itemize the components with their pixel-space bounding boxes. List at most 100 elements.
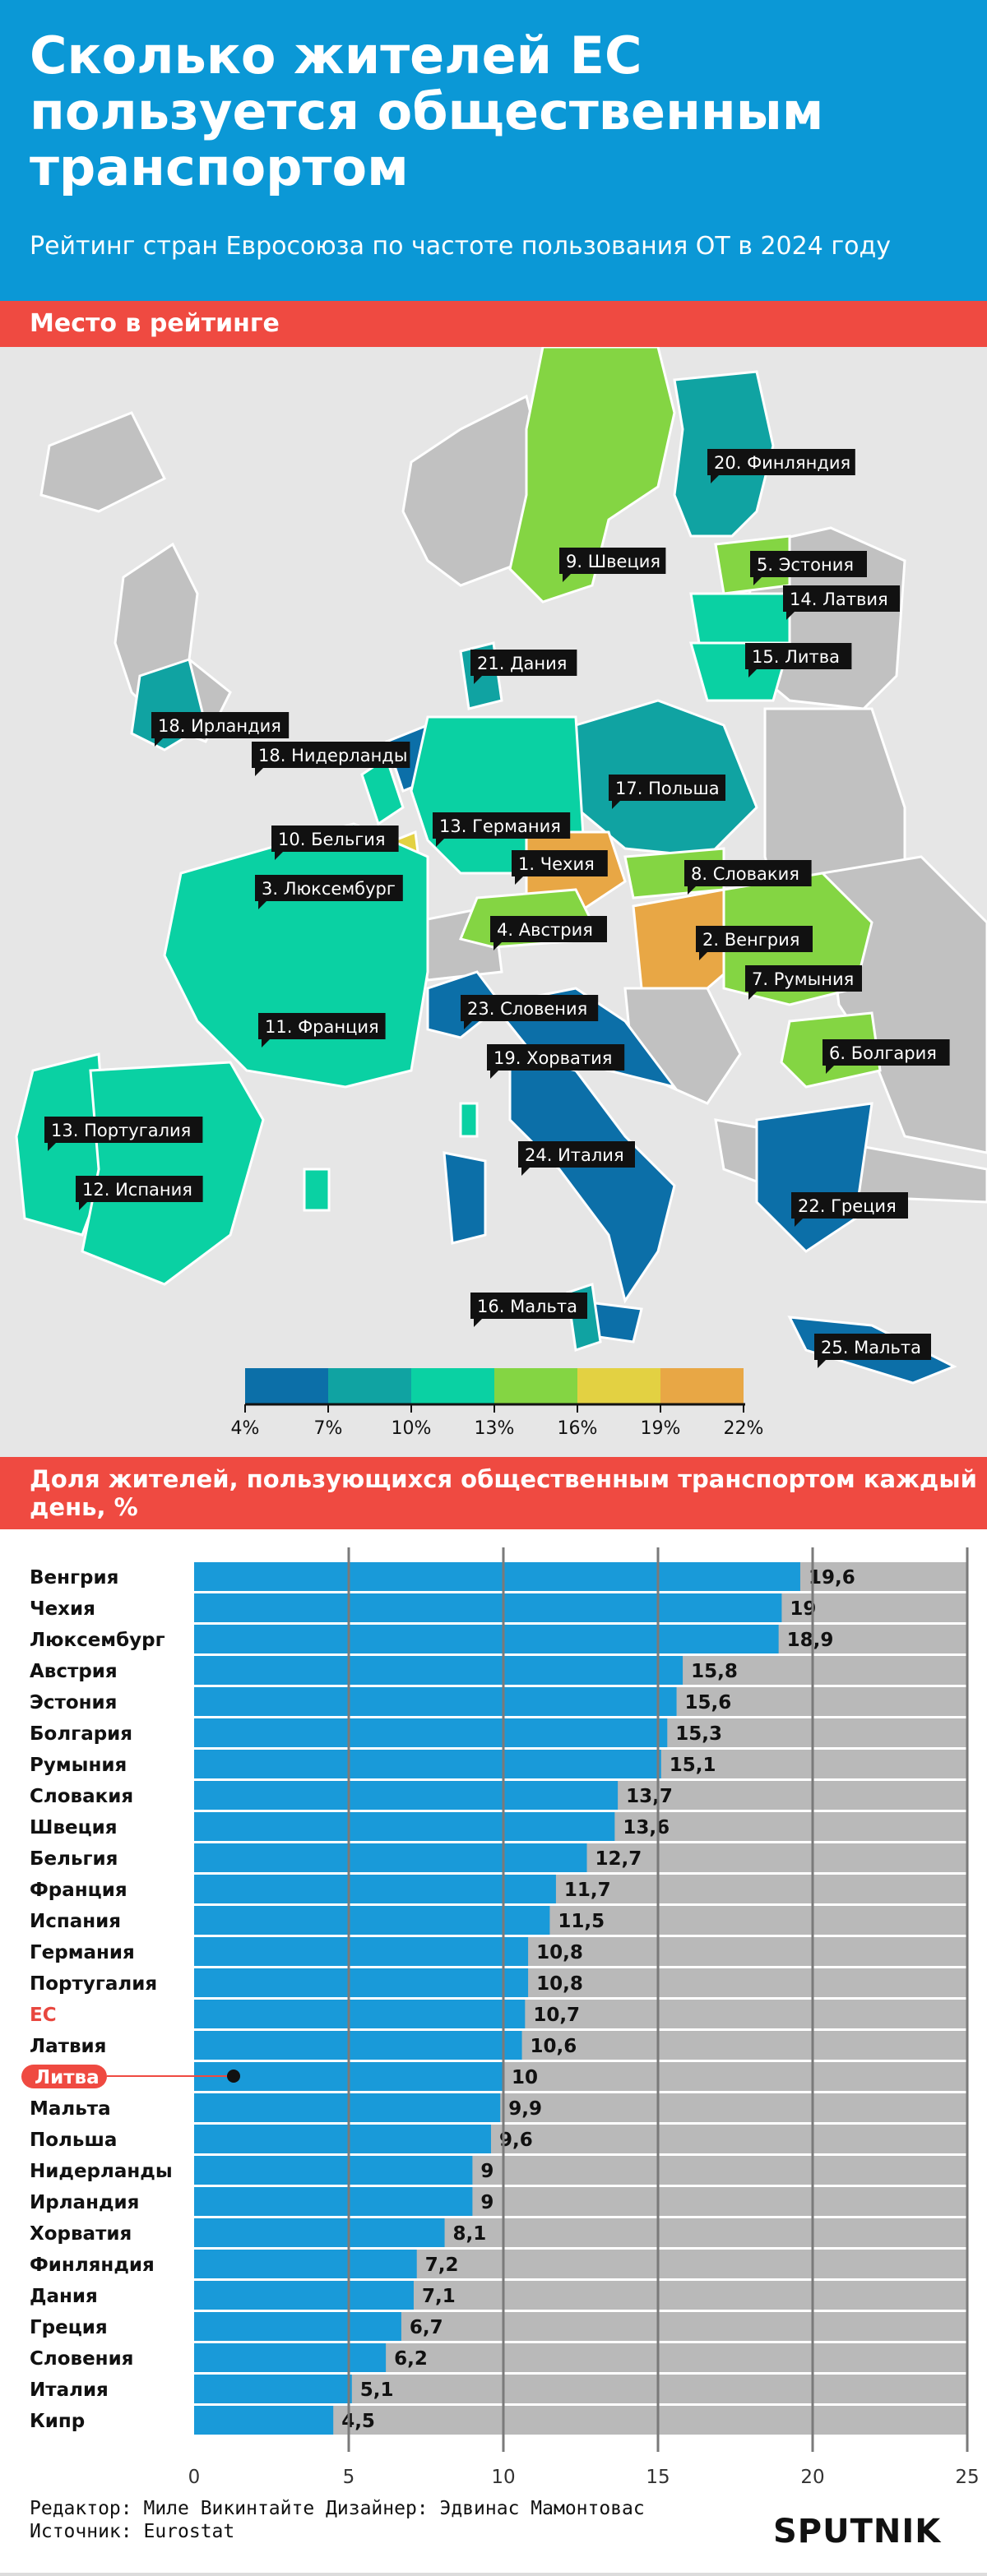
category-label: Финляндия — [30, 2255, 155, 2276]
bar — [194, 1656, 683, 1685]
bar — [194, 1750, 661, 1778]
category-label: Испания — [30, 1911, 121, 1932]
value-label: 10,8 — [536, 1973, 583, 1995]
scale-tick-label: 19% — [641, 1418, 681, 1439]
bar — [194, 2312, 401, 2341]
scale-swatch — [660, 1368, 744, 1404]
value-label: 6,7 — [410, 2317, 443, 2338]
scale-tick-label: 10% — [392, 1418, 432, 1439]
map-label-text: 18. Нидерланды — [258, 746, 407, 765]
map-label: 22. Греция — [791, 1192, 908, 1227]
map-label-text: 13. Германия — [439, 816, 561, 836]
map-label: 25. Мальта — [814, 1334, 931, 1368]
map-label: 6. Болгария — [822, 1039, 950, 1074]
map-label: 17. Польша — [609, 775, 725, 809]
value-label: 9,6 — [499, 2130, 533, 2151]
category-label: Нидерланды — [30, 2161, 173, 2182]
map-label: 2. Венгрия — [696, 926, 813, 960]
category-label: Франция — [30, 1880, 127, 1901]
x-tick-label: 25 — [955, 2467, 979, 2488]
credits-editor: Редактор: Миле Викинтайте Дизайнер: Эдви… — [30, 2498, 645, 2519]
x-tick-label: 10 — [491, 2467, 515, 2488]
map-label-text: 24. Италия — [525, 1145, 624, 1165]
map-label: 20. Финляндия — [707, 449, 855, 483]
bar — [194, 2156, 473, 2185]
bar — [194, 1875, 556, 1903]
map-label: 7. Румыния — [745, 965, 862, 1000]
map-scale: 4% 7% 10% 13% 16% 19% 22% — [231, 1368, 764, 1439]
category-label: Греция — [30, 2317, 108, 2338]
map-label-text: 16. Мальта — [477, 1297, 577, 1316]
map-label: 9. Швеция — [559, 548, 666, 582]
bar — [194, 2406, 334, 2435]
value-label: 12,7 — [595, 1848, 642, 1870]
bar — [194, 1718, 668, 1747]
category-label: Австрия — [30, 1661, 118, 1682]
bar — [194, 2281, 414, 2310]
map-label: 15. Литва — [745, 643, 852, 678]
category-label: Кипр — [30, 2411, 85, 2432]
value-label: 10,7 — [533, 2005, 580, 2026]
map-label-text: 25. Мальта — [821, 1338, 921, 1357]
bar — [194, 1968, 529, 1997]
x-tick-label: 0 — [188, 2467, 201, 2488]
value-label: 5,1 — [360, 2379, 394, 2401]
scale-swatch — [328, 1368, 411, 1404]
map-label: 18. Нидерланды — [252, 742, 410, 776]
category-label: Польша — [30, 2130, 117, 2151]
bar — [194, 1687, 677, 1716]
map-label: 13. Португалия — [44, 1117, 203, 1151]
map-label-text: 17. Польша — [615, 779, 720, 798]
sputnik-logo: SPUTNIK — [773, 2513, 942, 2551]
value-label: 4,5 — [341, 2411, 375, 2432]
category-label: Швеция — [30, 1817, 118, 1838]
value-label: 13,7 — [626, 1786, 673, 1807]
value-label: 13,6 — [623, 1817, 670, 1838]
category-label: Латвия — [30, 2036, 106, 2057]
value-label: 7,2 — [425, 2255, 459, 2276]
scale-tick-label: 16% — [558, 1418, 598, 1439]
category-label: Бельгия — [30, 1848, 118, 1870]
highlight-badge — [21, 2065, 107, 2088]
map-label-text: 2. Венгрия — [702, 930, 799, 950]
map-label: 24. Италия — [518, 1141, 635, 1176]
category-label: Хорватия — [30, 2223, 132, 2245]
highlight-dot — [227, 2070, 240, 2083]
value-label: 10,8 — [536, 1942, 583, 1963]
category-label: Словения — [30, 2348, 133, 2370]
scale-tick-label: 22% — [724, 1418, 764, 1439]
value-label: 6,2 — [394, 2348, 428, 2370]
bar — [194, 2125, 491, 2153]
category-label: Литва — [35, 2067, 100, 2088]
value-label: 18,9 — [787, 1630, 834, 1651]
value-label: 15,3 — [675, 1723, 722, 1745]
bar — [194, 2375, 352, 2403]
map-label-text: 3. Люксембург — [262, 879, 396, 899]
header: Сколько жителей ЕС пользуется общественн… — [0, 0, 987, 301]
scale-swatch — [245, 1368, 328, 1404]
category-label: Мальта — [30, 2098, 111, 2120]
value-label: 9 — [480, 2192, 494, 2213]
scale-swatch — [411, 1368, 494, 1404]
bar — [194, 2343, 387, 2372]
bar — [194, 1562, 800, 1591]
bar — [194, 2250, 417, 2278]
map-label-text: 13. Португалия — [51, 1121, 191, 1140]
map-label: 5. Эстония — [750, 551, 867, 585]
category-label: Эстония — [30, 1692, 117, 1713]
value-label: 10 — [512, 2067, 538, 2088]
map-label: 3. Люксембург — [255, 875, 403, 909]
value-label: 11,7 — [564, 1880, 611, 1901]
value-label: 8,1 — [453, 2223, 487, 2245]
map-label-text: 23. Словения — [467, 999, 587, 1019]
category-label: Португалия — [30, 1973, 157, 1995]
map-label-text: 12. Испания — [82, 1180, 192, 1200]
map-label-text: 14. Латвия — [790, 590, 888, 609]
category-label: Дания — [30, 2286, 98, 2307]
value-label: 9,9 — [508, 2098, 542, 2120]
map-heading: Место в рейтинге — [0, 301, 987, 347]
bar-chart: Венгрия 19,6 Чехия 19 Люксембург 18,9 Австрия 1… — [0, 1529, 987, 2573]
map-label-text: 19. Хорватия — [494, 1048, 612, 1068]
bar — [194, 2218, 445, 2247]
